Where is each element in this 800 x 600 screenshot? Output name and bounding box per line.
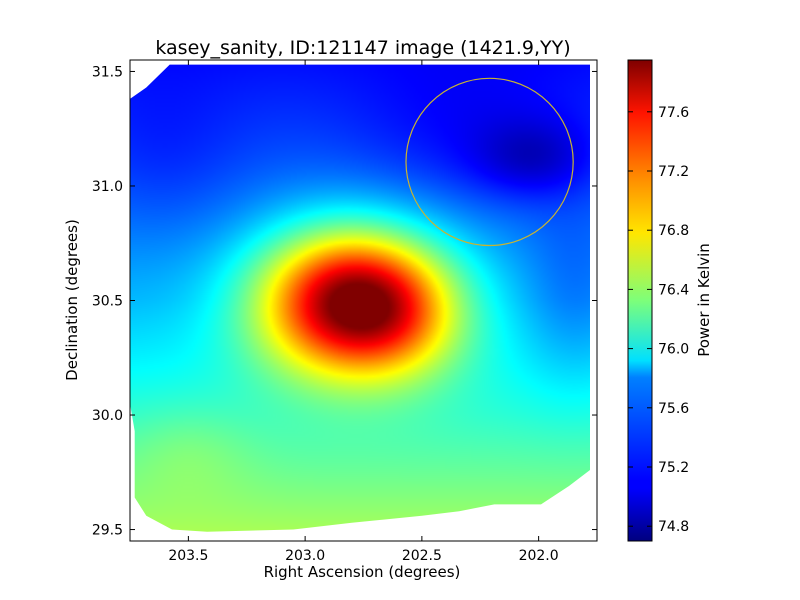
colorbar-tick-label: 75.6 [658,401,689,417]
heatmap-image [130,64,590,532]
colorbar-axis: 74.8 75.2 75.6 76.0 76.4 76.8 77.2 77.6 [628,105,689,535]
y-tick-label: 31.5 [92,64,123,80]
x-tick-label: 203.0 [285,548,325,564]
x-tick-label: 202.5 [402,548,442,564]
x-axis: 203.5 203.0 202.5 202.0 [168,60,559,564]
y-axis-label: Declination (degrees) [63,219,81,381]
y-tick-label: 29.5 [92,523,123,539]
y-tick-label: 31.0 [92,179,123,195]
chart-title: kasey_sanity, ID:121147 image (1421.9,YY… [155,37,570,59]
x-tick-label: 202.0 [519,548,559,564]
colorbar-tick-label: 76.0 [658,342,689,358]
colorbar-tick-label: 77.2 [658,164,689,180]
x-tick-label: 203.5 [168,548,208,564]
colorbar-tick-label: 76.4 [658,282,689,298]
colorbar-tick-label: 75.2 [658,460,689,476]
colorbar-label: Power in Kelvin [695,243,713,357]
colorbar [627,59,653,542]
y-tick-label: 30.0 [92,408,123,424]
y-tick-label: 30.5 [92,294,123,310]
colorbar-tick-label: 76.8 [658,223,689,239]
x-axis-label: Right Ascension (degrees) [264,563,461,581]
colorbar-tick-label: 74.8 [658,519,689,535]
y-axis: 29.5 30.0 30.5 31.0 31.5 [92,64,597,539]
colorbar-tick-label: 77.6 [658,105,689,121]
annotation-circle [405,77,574,247]
